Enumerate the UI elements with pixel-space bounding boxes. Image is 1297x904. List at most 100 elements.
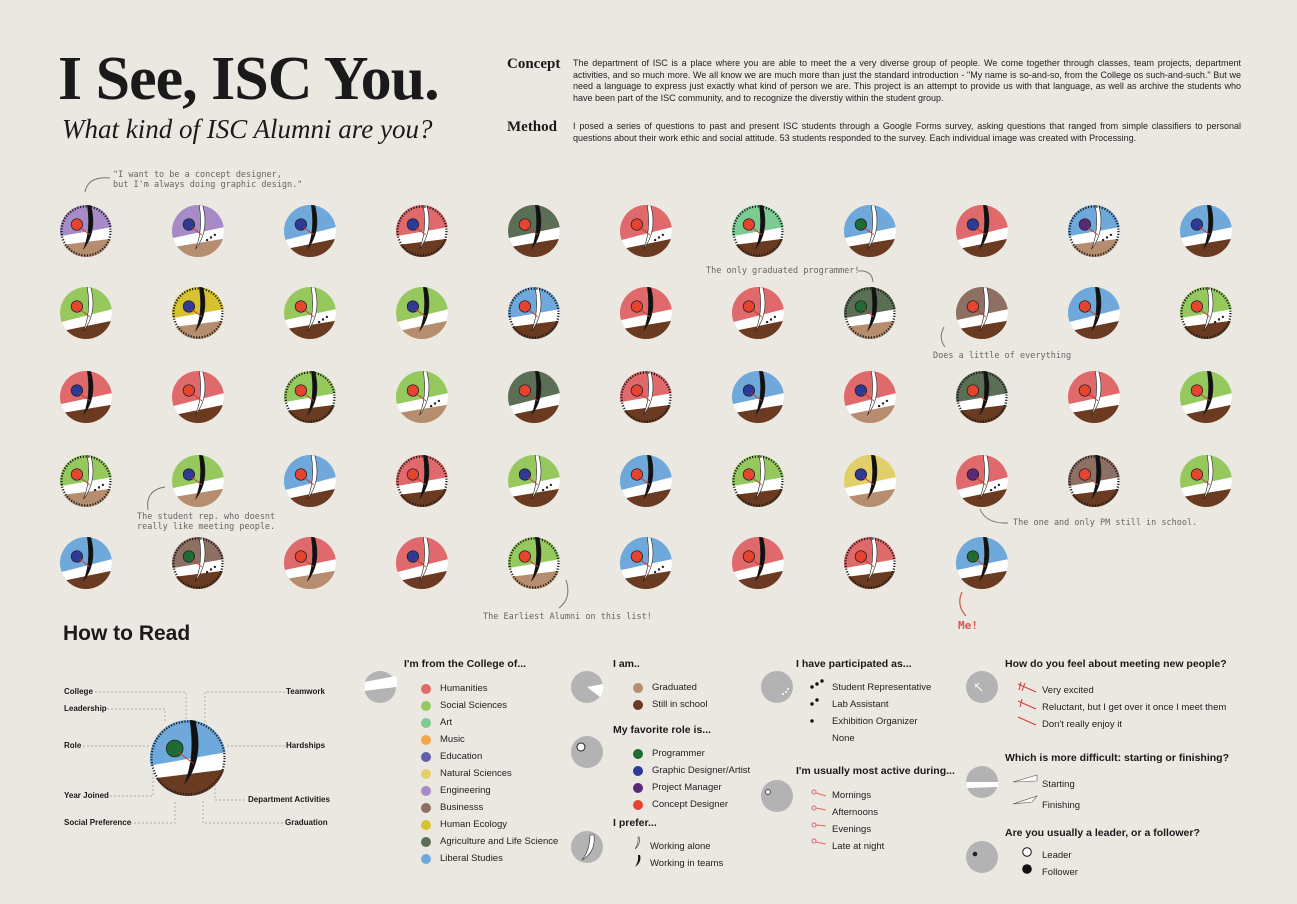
social-mark: [639, 558, 651, 568]
year-band: [396, 393, 448, 414]
legend-college-item: Agriculture and Life Science: [421, 833, 558, 850]
social-mark: [1087, 392, 1099, 402]
social-mark: [527, 558, 539, 568]
legend-meeting-heading: How do you feel about meeting new people…: [1005, 658, 1227, 670]
graduation-field: [844, 238, 896, 257]
role-dot: [1078, 300, 1092, 313]
college-field: [508, 287, 560, 339]
activity-dot: [657, 236, 661, 239]
year-band: [956, 477, 1008, 500]
teamwork-mark: [643, 455, 654, 500]
teamwork-mark: [1203, 371, 1214, 416]
legend-swatch: [421, 700, 431, 711]
college-field: [620, 287, 672, 339]
teamwork-mark: [83, 371, 94, 416]
legend-meeting-item: Very excited: [1042, 682, 1226, 699]
legend-label: Late at night: [832, 841, 885, 852]
social-mark: [303, 308, 315, 318]
role-dot: [182, 550, 196, 563]
legend-active-heading: I'm usually most active during...: [796, 765, 955, 777]
year-band: [60, 477, 112, 496]
college-field: [284, 455, 336, 507]
legend-leader-item: Leader: [1042, 847, 1078, 864]
college-field: [284, 537, 336, 589]
social-mark: [527, 392, 539, 402]
social-mark: [303, 558, 315, 568]
graduation-field: [1068, 488, 1120, 507]
student-glyph: [284, 455, 336, 507]
activity-dot: [765, 320, 769, 324]
legend-label: Project Manager: [652, 782, 722, 793]
college-field: [732, 287, 784, 339]
student-glyph: [60, 537, 112, 589]
activity-dot: [437, 399, 441, 403]
year-band: [508, 559, 560, 578]
legend-status-item: Graduated: [633, 679, 707, 696]
role-dot: [406, 384, 420, 397]
student-glyph: [1068, 371, 1120, 423]
teamwork-mark: [195, 371, 206, 416]
teamwork-mark: [1203, 287, 1214, 332]
student-glyph: [396, 455, 448, 507]
social-mark: [975, 392, 987, 402]
legend-label: Humanities: [440, 683, 488, 694]
working-alone-icon: [634, 836, 640, 850]
teamwork-mark: [755, 537, 766, 582]
social-mark: [191, 308, 203, 318]
legend-active-item: Mornings: [832, 787, 884, 804]
working-teams-icon: [635, 855, 641, 867]
teamwork-mark: [979, 287, 990, 332]
graduation-field: [956, 404, 1008, 423]
role-dot: [182, 300, 196, 313]
arrow-everything: [940, 326, 946, 348]
college-field: [732, 371, 784, 423]
note-programmer: The only graduated programmer!: [706, 266, 860, 276]
legend-swatch: [633, 782, 643, 793]
legend-swatch: [421, 785, 431, 796]
note-student-rep: The student rep. who doesnt really like …: [137, 512, 275, 532]
note-me: Me!: [958, 619, 978, 632]
activity-dot: [653, 238, 657, 242]
role-dot: [406, 300, 420, 313]
legend-label: Don't really enjoy it: [1042, 719, 1122, 730]
legend-role-heading: My favorite role is...: [613, 724, 712, 736]
legend-leader-list: Leader Follower: [1042, 847, 1078, 881]
graduation-field: [508, 238, 560, 257]
graduation-field: [60, 320, 112, 339]
legend-status-list: Graduated Still in school: [633, 679, 707, 713]
leadership-ring: [1068, 455, 1120, 507]
student-glyph: [172, 537, 224, 589]
student-glyph: [172, 455, 224, 507]
role-dot: [854, 550, 868, 563]
role-dot: [630, 218, 644, 231]
social-mark: [751, 308, 763, 318]
student-glyph: [732, 455, 784, 507]
legend-label: Engineering: [440, 785, 491, 796]
graduation-field: [396, 404, 448, 423]
social-mark: [975, 558, 987, 568]
year-band: [732, 227, 784, 246]
graduation-field: [1180, 238, 1232, 257]
student-glyph: [844, 287, 896, 339]
legend-prefer-heading: I prefer...: [613, 817, 657, 829]
year-band: [732, 309, 784, 332]
legend-participated-heading: I have participated as...: [796, 658, 912, 670]
status-key-icon: [571, 671, 604, 703]
teamwork-mark: [531, 205, 542, 250]
year-band: [844, 393, 896, 416]
student-glyph: [508, 205, 560, 257]
social-mark: [975, 226, 987, 236]
college-field: [1180, 205, 1232, 257]
teamwork-mark: [531, 287, 542, 332]
year-band: [620, 477, 672, 500]
graduation-field: [172, 570, 224, 589]
teamwork-mark: [867, 537, 878, 582]
activity-dot: [993, 486, 997, 489]
graduation-field: [732, 404, 784, 423]
college-field: [396, 205, 448, 257]
graduation-field: [732, 320, 784, 339]
social-mark: [751, 226, 763, 236]
teamwork-mark: [83, 455, 94, 500]
college-field: [508, 537, 560, 589]
college-field: [172, 371, 224, 423]
